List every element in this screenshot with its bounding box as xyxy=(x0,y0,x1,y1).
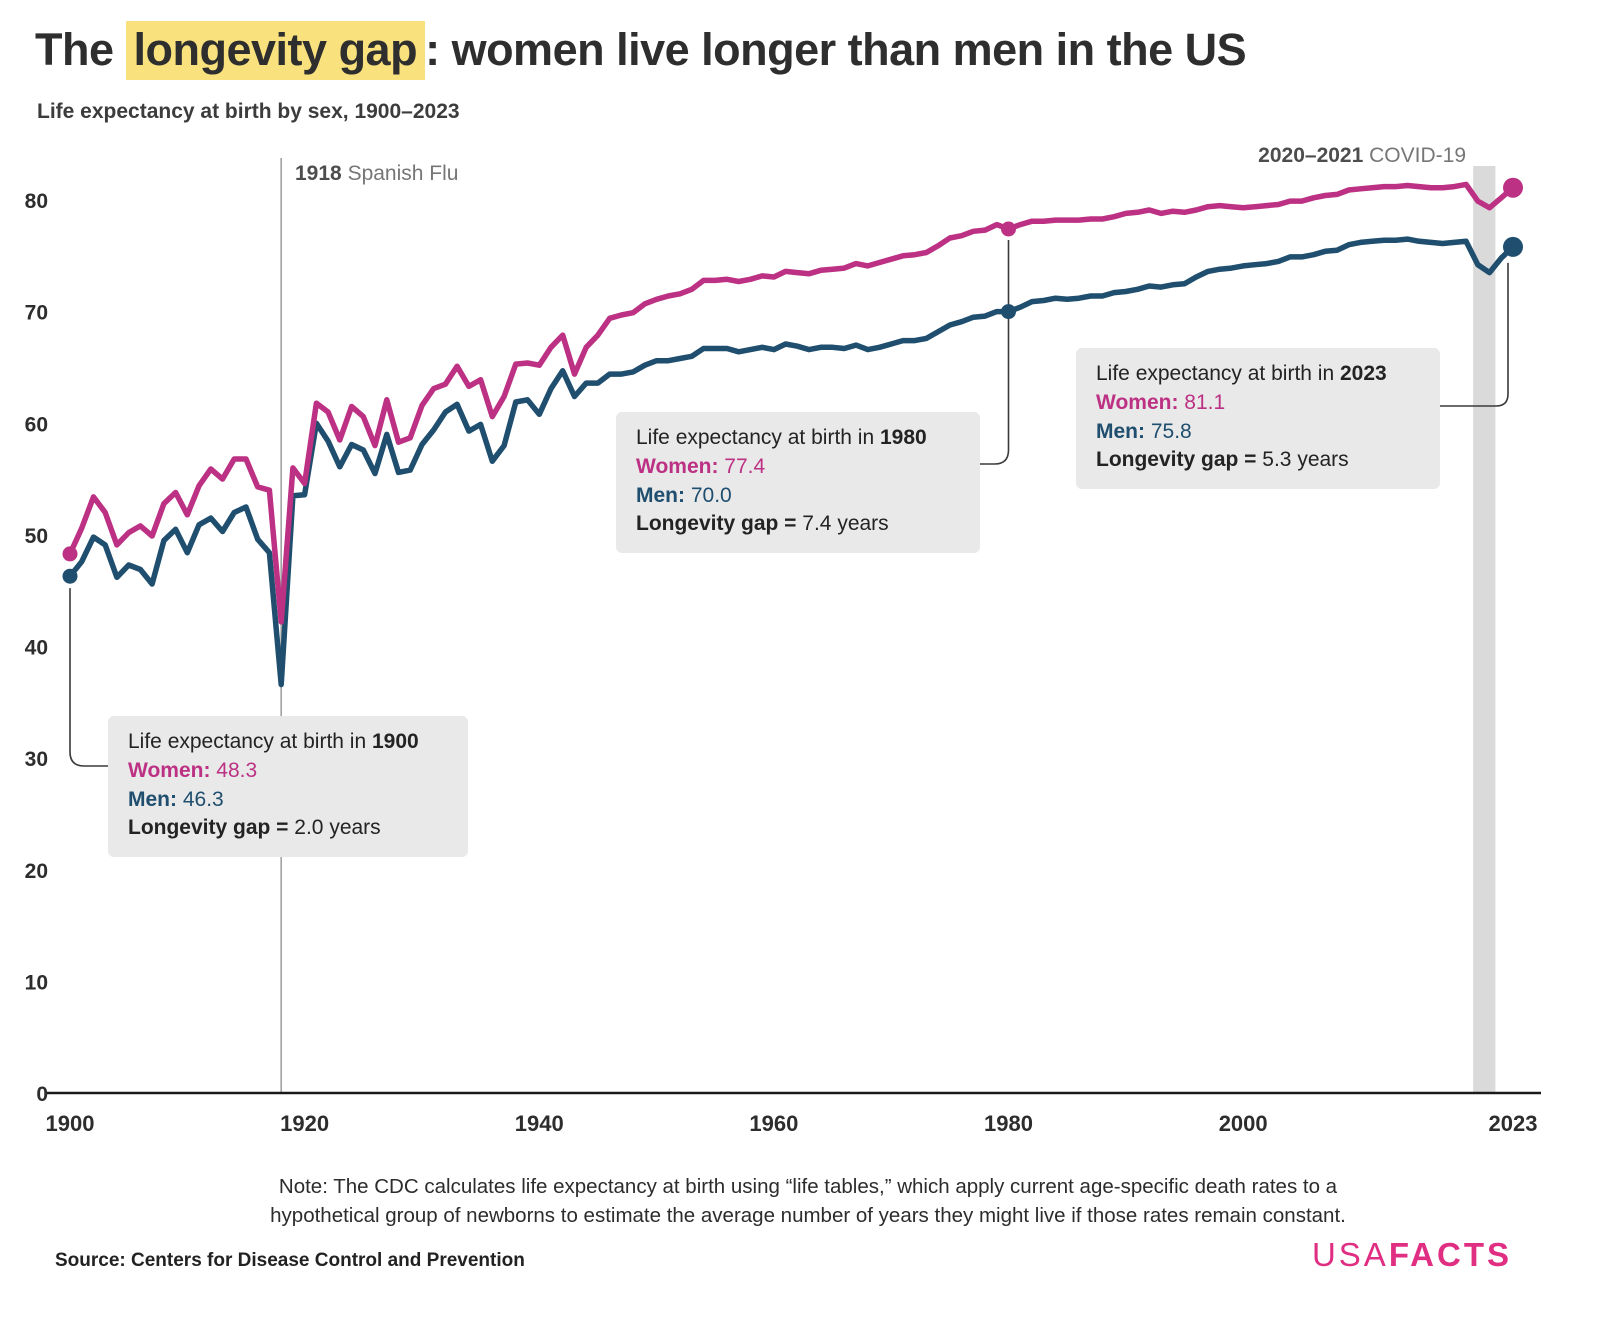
women-line xyxy=(67,181,1516,625)
callout-1980-men: Men: 70.0 xyxy=(636,483,732,507)
spanish-flu-label: Spanish Flu xyxy=(347,162,459,185)
x-tick-label: 1940 xyxy=(515,1111,564,1136)
title-highlight: longevity gap xyxy=(125,21,426,80)
x-tick-label: 2000 xyxy=(1219,1111,1268,1136)
y-tick-label: 80 xyxy=(25,190,48,213)
title-pre: The xyxy=(35,24,114,75)
x-tick-label: 2023 xyxy=(1489,1111,1538,1136)
chart-note: Note: The CDC calculates life expectancy… xyxy=(0,1172,1616,1230)
callout-1900-year: 1900 xyxy=(371,730,419,753)
y-tick-label: 10 xyxy=(25,971,48,994)
callout-1980: Life expectancy at birth in 1980 Women: … xyxy=(616,412,980,554)
callout-1980-year: 1980 xyxy=(879,426,927,449)
callout-1980-intro: Life expectancy at birth in 1980 xyxy=(636,426,927,449)
covid-label: COVID-19 xyxy=(1369,144,1466,167)
page-title: The longevity gap: women live longer tha… xyxy=(35,21,1247,80)
callout-1900-intro: Life expectancy at birth in 1900 xyxy=(128,730,419,753)
y-tick-label: 70 xyxy=(25,302,48,325)
y-tick-label: 50 xyxy=(25,525,48,548)
women-value-2023: 81.1 xyxy=(1184,390,1226,414)
spanish-flu-year: 1918 xyxy=(295,162,342,185)
men-marker-1980 xyxy=(1001,304,1016,320)
logo-usa: USA xyxy=(1311,1236,1389,1273)
x-tick-label: 1920 xyxy=(280,1111,329,1136)
callout-2023-men: Men: 75.8 xyxy=(1096,419,1192,443)
women-marker-1980 xyxy=(1001,221,1016,237)
title-post: : women live longer than men in the US xyxy=(425,24,1247,75)
callout-2023: Life expectancy at birth in 2023 Women: … xyxy=(1076,348,1440,490)
gap-value-1980: 7.4 years xyxy=(802,512,889,536)
callout-1900-gap: Longevity gap = 2.0 years xyxy=(128,816,381,840)
men-value-2023: 75.8 xyxy=(1150,419,1192,443)
callout-2023-intro: Life expectancy at birth in 2023 xyxy=(1096,362,1387,385)
callout-connector-0 xyxy=(69,588,108,767)
callout-connector-1 xyxy=(980,240,1010,465)
callout-2023-gap: Longevity gap = 5.3 years xyxy=(1096,448,1349,472)
callout-1900: Life expectancy at birth in 1900 Women: … xyxy=(108,716,468,858)
covid-years: 2020–2021 xyxy=(1258,144,1364,167)
note-line-1: Note: The CDC calculates life expectancy… xyxy=(278,1175,1338,1198)
y-tick-label: 20 xyxy=(25,860,48,883)
women-value-1900: 48.3 xyxy=(216,758,258,782)
callout-1980-gap: Longevity gap = 7.4 years xyxy=(636,512,889,536)
spanish-flu-annotation: 1918 Spanish Flu xyxy=(295,162,458,186)
x-tick-label: 1980 xyxy=(984,1111,1033,1136)
women-value-1980: 77.4 xyxy=(724,454,766,478)
women-marker-2023 xyxy=(1503,177,1523,198)
covid-band xyxy=(1473,166,1496,1093)
men-marker-2023 xyxy=(1503,236,1523,257)
callout-1980-women: Women: 77.4 xyxy=(636,454,766,478)
callout-1900-men: Men: 46.3 xyxy=(128,787,224,811)
y-tick-label: 60 xyxy=(25,413,48,436)
x-tick-label: 1900 xyxy=(46,1111,95,1136)
women-marker-1900 xyxy=(62,546,78,562)
gap-value-1900: 2.0 years xyxy=(294,816,381,840)
y-tick-label: 40 xyxy=(25,637,48,660)
callout-1900-women: Women: 48.3 xyxy=(128,758,258,782)
men-marker-1900 xyxy=(62,568,78,584)
usafacts-logo: USAFACTS xyxy=(1312,1236,1512,1274)
y-tick-label: 0 xyxy=(36,1083,48,1106)
covid-annotation: 2020–2021 COVID-19 xyxy=(1258,144,1466,168)
callout-2023-women: Women: 81.1 xyxy=(1096,390,1226,414)
men-value-1900: 46.3 xyxy=(182,787,224,811)
callout-2023-year: 2023 xyxy=(1339,362,1387,385)
men-value-1980: 70.0 xyxy=(690,483,732,507)
note-line-2: hypothetical group of newborns to estima… xyxy=(270,1204,1346,1228)
callout-connector-2 xyxy=(1440,262,1509,407)
y-tick-label: 30 xyxy=(25,748,48,771)
logo-facts: FACTS xyxy=(1388,1236,1512,1273)
x-tick-label: 1960 xyxy=(749,1111,798,1136)
source-text: Source: Centers for Disease Control and … xyxy=(55,1250,525,1271)
page-subtitle: Life expectancy at birth by sex, 1900–20… xyxy=(37,100,460,123)
gap-value-2023: 5.3 years xyxy=(1262,448,1349,472)
